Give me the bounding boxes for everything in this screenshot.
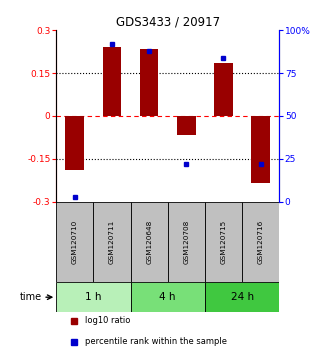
Bar	[131, 282, 205, 312]
Text: GSM120648: GSM120648	[146, 220, 152, 264]
Text: 24 h: 24 h	[230, 292, 254, 302]
Bar	[251, 116, 270, 183]
Bar	[103, 47, 121, 116]
Bar	[205, 202, 242, 282]
Text: GSM120710: GSM120710	[72, 220, 78, 264]
Text: GSM120708: GSM120708	[183, 220, 189, 264]
Text: GSM120711: GSM120711	[109, 220, 115, 264]
Bar	[177, 116, 195, 135]
Text: log10 ratio: log10 ratio	[85, 316, 131, 325]
Bar	[93, 202, 131, 282]
Title: GDS3433 / 20917: GDS3433 / 20917	[116, 16, 220, 29]
Bar	[168, 202, 205, 282]
Text: GSM120715: GSM120715	[221, 220, 227, 264]
Bar	[65, 116, 84, 170]
Bar	[56, 282, 131, 312]
Text: time: time	[20, 292, 42, 302]
Text: 4 h: 4 h	[160, 292, 176, 302]
Text: GSM120716: GSM120716	[258, 220, 264, 264]
Bar	[214, 63, 233, 116]
Bar	[140, 49, 159, 116]
Text: 1 h: 1 h	[85, 292, 102, 302]
Bar	[56, 202, 93, 282]
Bar	[242, 202, 279, 282]
Bar	[205, 282, 279, 312]
Bar	[131, 202, 168, 282]
Text: percentile rank within the sample: percentile rank within the sample	[85, 337, 227, 346]
